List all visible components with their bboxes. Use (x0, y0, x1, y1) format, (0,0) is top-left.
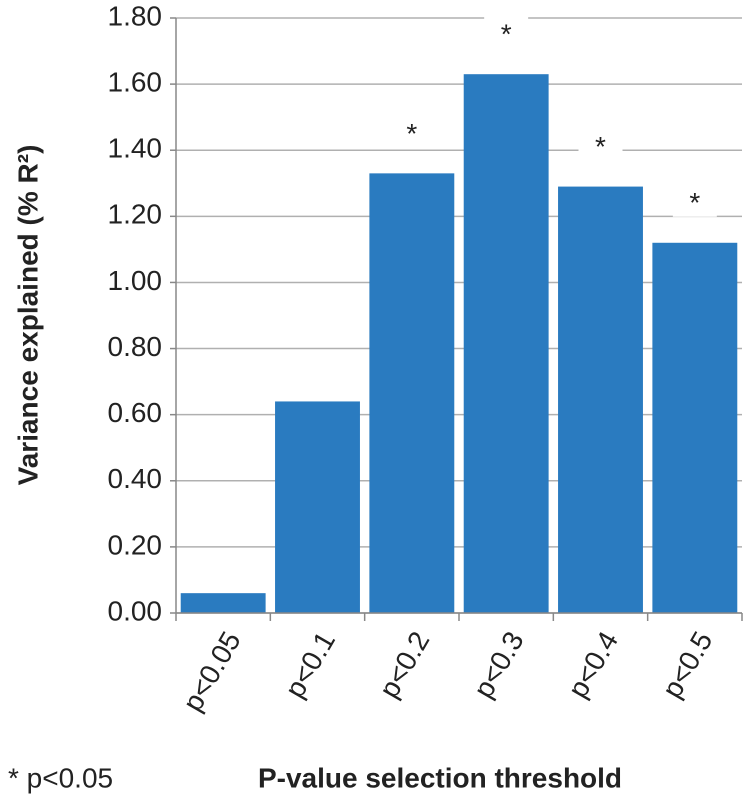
x-tick-label: p<0.5 (656, 626, 718, 703)
significance-marker: * (689, 187, 700, 218)
annotation-bg (389, 111, 434, 148)
y-tick-label: 1.20 (108, 199, 163, 230)
x-tick-label: p<0.05 (177, 626, 247, 716)
bar (369, 173, 455, 613)
significance-marker: * (595, 131, 606, 162)
bar (180, 593, 266, 613)
y-axis-label: Variance explained (% R²) (12, 145, 43, 486)
y-tick-label: 0.80 (108, 331, 163, 362)
bar (652, 242, 738, 613)
y-tick-label: 0.60 (108, 397, 163, 428)
x-tick-label: p<0.4 (562, 626, 624, 703)
bar (275, 401, 360, 613)
annotation-bg (484, 12, 529, 49)
x-tick-label: p<0.2 (373, 626, 435, 703)
y-tick-label: 1.80 (108, 0, 163, 31)
y-tick-label: 1.00 (108, 265, 163, 296)
x-tick-label: p<0.1 (279, 626, 341, 703)
annotation-bg (578, 124, 623, 161)
bar (558, 186, 643, 614)
y-tick-label: 0.40 (108, 463, 163, 494)
x-axis-label: P-value selection threshold (258, 762, 622, 793)
x-tick-label: p<0.3 (467, 626, 529, 703)
bar (463, 74, 549, 613)
y-tick-label: 0.20 (108, 529, 163, 560)
significance-marker: * (501, 19, 512, 50)
y-tick-label: 0.00 (108, 595, 163, 626)
footnote: * p<0.05 (8, 762, 113, 793)
annotation-bg (672, 180, 717, 217)
significance-marker: * (406, 118, 417, 149)
y-tick-label: 1.60 (108, 67, 163, 98)
y-tick-label: 1.40 (108, 133, 163, 164)
